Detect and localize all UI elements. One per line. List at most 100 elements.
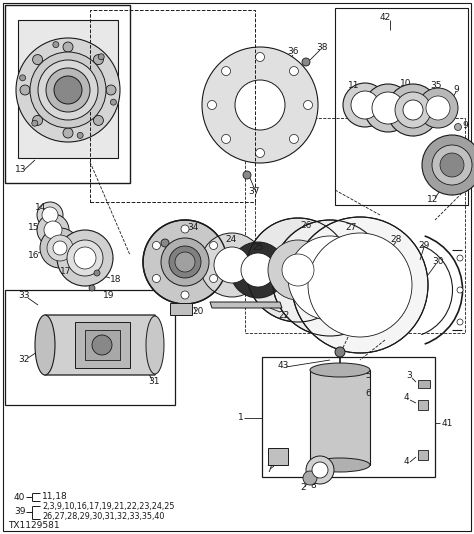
Circle shape xyxy=(202,47,318,163)
Polygon shape xyxy=(418,400,428,410)
Circle shape xyxy=(351,91,379,119)
Bar xyxy=(262,357,435,477)
Ellipse shape xyxy=(310,458,370,472)
Circle shape xyxy=(38,60,98,120)
Circle shape xyxy=(33,54,43,65)
Circle shape xyxy=(20,85,30,95)
Circle shape xyxy=(210,241,218,249)
Circle shape xyxy=(372,92,404,124)
Circle shape xyxy=(403,100,423,120)
Circle shape xyxy=(243,171,251,179)
Circle shape xyxy=(153,241,160,249)
Circle shape xyxy=(210,274,218,282)
Circle shape xyxy=(457,319,463,325)
Circle shape xyxy=(255,148,264,158)
Circle shape xyxy=(214,247,250,283)
Text: 32: 32 xyxy=(18,356,29,365)
Text: 9: 9 xyxy=(453,85,459,95)
Polygon shape xyxy=(18,20,118,158)
Text: 40: 40 xyxy=(14,492,26,501)
Text: 35: 35 xyxy=(430,81,441,90)
Text: 25: 25 xyxy=(252,244,264,253)
Circle shape xyxy=(364,84,412,132)
Text: 26: 26 xyxy=(300,222,311,231)
Text: 1: 1 xyxy=(238,413,244,422)
Circle shape xyxy=(455,123,462,130)
Circle shape xyxy=(77,132,83,138)
Circle shape xyxy=(241,253,275,287)
Circle shape xyxy=(303,100,312,109)
Circle shape xyxy=(288,236,372,320)
Circle shape xyxy=(343,83,387,127)
Circle shape xyxy=(175,252,195,272)
Ellipse shape xyxy=(35,315,55,375)
Circle shape xyxy=(16,38,120,142)
Circle shape xyxy=(42,207,58,223)
Circle shape xyxy=(312,462,328,478)
Text: 10: 10 xyxy=(400,78,411,88)
Circle shape xyxy=(40,228,80,268)
Circle shape xyxy=(19,75,26,81)
Circle shape xyxy=(335,347,345,357)
Circle shape xyxy=(303,471,317,485)
Text: 16: 16 xyxy=(28,250,39,260)
Text: 26,27,28,29,30,31,32,33,35,40: 26,27,28,29,30,31,32,33,35,40 xyxy=(42,512,164,521)
Circle shape xyxy=(93,54,103,65)
Circle shape xyxy=(47,235,73,261)
Polygon shape xyxy=(210,302,282,308)
Circle shape xyxy=(153,274,160,282)
Circle shape xyxy=(169,246,201,278)
Text: 33: 33 xyxy=(18,292,29,301)
Circle shape xyxy=(306,456,334,484)
Text: 18: 18 xyxy=(110,276,121,285)
Text: 19: 19 xyxy=(103,292,115,301)
Text: 4: 4 xyxy=(404,458,410,467)
Circle shape xyxy=(246,218,350,322)
Text: 36: 36 xyxy=(287,48,299,57)
Circle shape xyxy=(32,120,38,126)
Circle shape xyxy=(200,233,264,297)
Text: 37: 37 xyxy=(248,187,259,197)
Polygon shape xyxy=(418,450,428,460)
Circle shape xyxy=(290,67,299,75)
Text: 15: 15 xyxy=(28,224,39,232)
Circle shape xyxy=(235,80,285,130)
Circle shape xyxy=(44,221,62,239)
Circle shape xyxy=(221,135,230,144)
Text: 39: 39 xyxy=(14,507,26,516)
Bar xyxy=(85,330,120,360)
Circle shape xyxy=(395,92,431,128)
Text: 2: 2 xyxy=(300,483,306,492)
Circle shape xyxy=(221,67,230,75)
Text: 11: 11 xyxy=(348,81,359,90)
Circle shape xyxy=(422,135,474,195)
Text: 43: 43 xyxy=(278,360,289,370)
Text: 28: 28 xyxy=(390,235,401,245)
Bar xyxy=(5,290,175,405)
Polygon shape xyxy=(418,380,430,388)
Circle shape xyxy=(106,85,116,95)
Circle shape xyxy=(432,145,472,185)
Text: 34: 34 xyxy=(187,224,199,232)
Circle shape xyxy=(30,52,106,128)
Text: 38: 38 xyxy=(316,43,328,52)
Polygon shape xyxy=(310,370,370,465)
Text: 13: 13 xyxy=(15,166,27,175)
Circle shape xyxy=(440,153,464,177)
Text: 14: 14 xyxy=(35,202,46,211)
Text: 20: 20 xyxy=(192,308,203,317)
Text: 2,3,9,10,16,17,19,21,22,23,24,25: 2,3,9,10,16,17,19,21,22,23,24,25 xyxy=(42,502,174,512)
Circle shape xyxy=(94,270,100,276)
Bar xyxy=(90,10,255,202)
Circle shape xyxy=(67,240,103,276)
Circle shape xyxy=(181,291,189,299)
Circle shape xyxy=(89,285,95,291)
Circle shape xyxy=(292,217,428,353)
Circle shape xyxy=(161,239,169,247)
Polygon shape xyxy=(40,315,160,375)
Text: 11,18: 11,18 xyxy=(42,492,68,501)
Circle shape xyxy=(63,128,73,138)
Circle shape xyxy=(230,242,286,298)
Text: 17: 17 xyxy=(60,268,72,277)
Text: 6: 6 xyxy=(365,389,371,397)
